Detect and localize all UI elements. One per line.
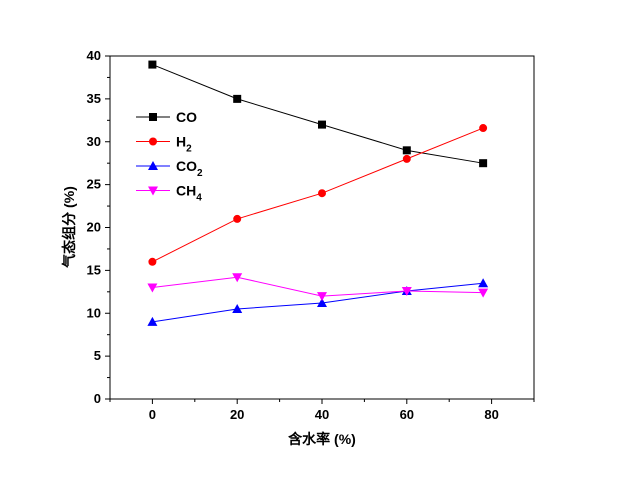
x-tick-label: 40 <box>315 407 329 422</box>
data-point <box>479 159 488 168</box>
legend-item-co2: CO2 <box>136 158 203 179</box>
data-point <box>148 186 158 196</box>
legend-item-ch4: CH4 <box>136 183 202 204</box>
legend-item-co: CO <box>136 109 197 125</box>
data-point <box>317 297 327 307</box>
series-line <box>152 127 484 263</box>
data-point <box>147 316 158 326</box>
y-tick-label: 15 <box>87 262 101 277</box>
data-point <box>149 113 157 121</box>
x-tick-label: 60 <box>400 407 414 422</box>
legend-label: CO <box>176 109 197 125</box>
data-point <box>318 120 326 129</box>
plot-frame <box>109 55 535 400</box>
series-co2 <box>147 278 489 326</box>
data-point <box>232 303 243 313</box>
data-point <box>233 214 242 223</box>
y-tick-label: 30 <box>87 134 101 149</box>
x-tick-label: 20 <box>230 407 244 422</box>
series-line <box>152 282 484 323</box>
data-point <box>402 146 411 155</box>
data-point <box>402 154 411 163</box>
y-tick-label: 35 <box>87 91 101 106</box>
y-tick-label: 20 <box>87 220 101 235</box>
data-point <box>148 161 158 170</box>
legend-label: CH4 <box>176 183 202 204</box>
y-tick-label: 0 <box>94 391 101 406</box>
legend-item-h2: H2 <box>136 134 192 155</box>
legend: CO H2 CO2 CH4 <box>136 109 203 204</box>
ticks: 0 5 10 15 20 25 30 35 40 0 20 40 60 80 <box>87 48 535 422</box>
y-tick-label: 10 <box>87 305 101 320</box>
x-tick-label: 0 <box>149 407 156 422</box>
data-point <box>147 283 158 293</box>
y-tick-label: 40 <box>87 48 101 63</box>
data-point <box>479 124 488 133</box>
legend-label: H2 <box>176 134 192 155</box>
data-point <box>478 288 489 298</box>
x-axis-title: 含水率 (%) <box>288 431 356 447</box>
legend-label: CO2 <box>176 158 203 179</box>
y-axis-title: 气态组分 (%) <box>61 186 77 269</box>
data-point <box>148 257 157 266</box>
data-point <box>318 189 326 198</box>
y-tick-label: 5 <box>94 348 101 363</box>
x-tick-label: 80 <box>484 407 498 422</box>
data-point <box>478 278 489 288</box>
data-point <box>317 292 327 302</box>
series <box>147 60 489 326</box>
data-point <box>148 60 157 69</box>
data-point <box>233 94 242 103</box>
data-point <box>401 286 412 296</box>
data-point <box>232 273 243 283</box>
series-ch4 <box>147 273 489 302</box>
data-point <box>149 137 157 146</box>
y-tick-label: 25 <box>87 177 101 192</box>
series-h2 <box>148 124 488 266</box>
series-co <box>148 60 488 168</box>
